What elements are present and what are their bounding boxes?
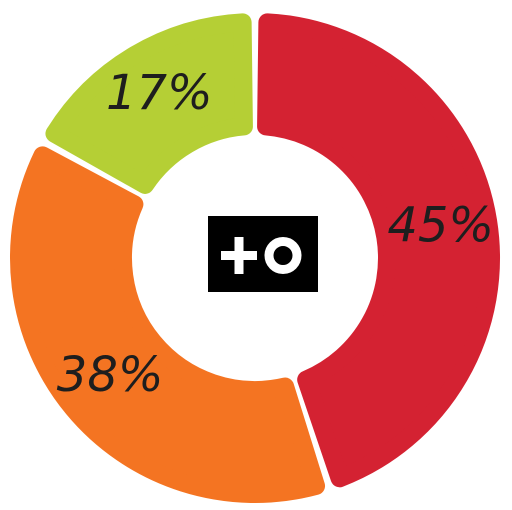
value-label: 45%	[387, 198, 494, 254]
donut-segment	[45, 13, 253, 194]
value-label: 17%	[106, 65, 213, 121]
donut-segment	[10, 146, 326, 503]
center-logo	[208, 216, 318, 292]
value-label: 38%	[57, 347, 164, 403]
donut-segment	[257, 13, 500, 488]
